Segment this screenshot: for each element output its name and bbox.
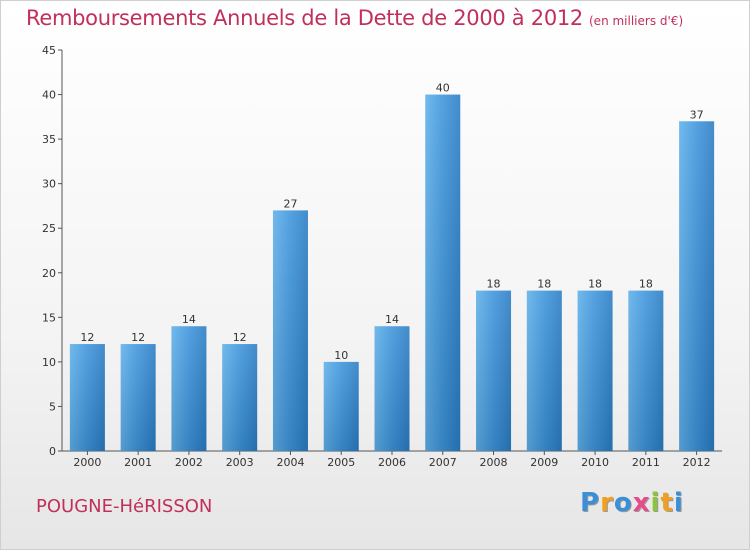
logo-letter: x	[632, 488, 651, 518]
chart-title-text: Remboursements Annuels de la Dette de 20…	[26, 6, 583, 30]
bar-value-label: 37	[690, 108, 704, 121]
bar-shade	[679, 121, 715, 452]
x-tick-label: 2010	[581, 456, 609, 469]
y-tick-label: 45	[42, 44, 56, 57]
bar-value-label: 18	[537, 278, 551, 291]
y-tick-label: 35	[42, 133, 56, 146]
chart-unit: (en milliers d'€)	[589, 14, 684, 28]
x-tick-label: 2001	[124, 456, 152, 469]
bar-shade	[222, 344, 258, 451]
bar-shade	[69, 344, 105, 451]
y-tick-label: 25	[42, 222, 56, 235]
x-tick-label: 2007	[429, 456, 457, 469]
chart-title: Remboursements Annuels de la Dette de 20…	[26, 6, 683, 30]
bar-value-label: 12	[233, 331, 247, 344]
chart-bars: 12 12 14 12 27 10 14 40 18 18 18 18 37	[69, 82, 715, 452]
y-tick-label: 0	[49, 445, 56, 458]
bar-value-label: 18	[487, 278, 501, 291]
bar-value-label: 14	[385, 313, 399, 326]
logo-letter: r	[600, 488, 614, 518]
y-tick-label: 5	[49, 400, 56, 413]
bar-value-label: 14	[182, 313, 196, 326]
commune-name: POUGNE-HéRISSON	[36, 496, 213, 517]
bar-shade	[323, 361, 359, 451]
logo-letter: t	[660, 488, 674, 518]
logo-letter: i	[673, 488, 684, 518]
bar-value-label: 12	[131, 331, 145, 344]
y-tick-label: 30	[42, 178, 56, 191]
bar-value-label: 18	[588, 278, 602, 291]
bar-shade	[476, 290, 512, 451]
bar-value-label: 27	[283, 197, 297, 210]
y-tick-label: 20	[42, 267, 56, 280]
bar-value-label: 12	[80, 331, 94, 344]
logo-letter: i	[650, 488, 661, 518]
proxiti-logo: Proxiti	[580, 488, 684, 518]
y-tick-label: 10	[42, 356, 56, 369]
bar-shade	[628, 290, 664, 451]
x-tick-label: 2009	[530, 456, 558, 469]
y-tick-label: 40	[42, 89, 56, 102]
bar-shade	[171, 326, 207, 451]
bar-shade	[577, 290, 613, 451]
y-tick-label: 15	[42, 311, 56, 324]
bar-value-label: 18	[639, 278, 653, 291]
x-tick-label: 2011	[632, 456, 660, 469]
x-tick-label: 2005	[327, 456, 355, 469]
bar-value-label: 40	[436, 82, 450, 95]
x-tick-label: 2006	[378, 456, 406, 469]
bar-value-label: 10	[334, 349, 348, 362]
x-tick-label: 2004	[276, 456, 304, 469]
logo-letter: o	[613, 488, 633, 518]
bar-shade	[374, 326, 410, 451]
x-tick-label: 2002	[175, 456, 203, 469]
bar-shade	[526, 290, 562, 451]
bar-shade	[272, 210, 308, 451]
bar-shade	[120, 344, 156, 451]
x-tick-label: 2008	[480, 456, 508, 469]
x-tick-label: 2003	[226, 456, 254, 469]
bar-shade	[425, 94, 461, 452]
x-tick-label: 2000	[73, 456, 101, 469]
logo-letter: P	[580, 488, 601, 518]
x-tick-label: 2012	[683, 456, 711, 469]
